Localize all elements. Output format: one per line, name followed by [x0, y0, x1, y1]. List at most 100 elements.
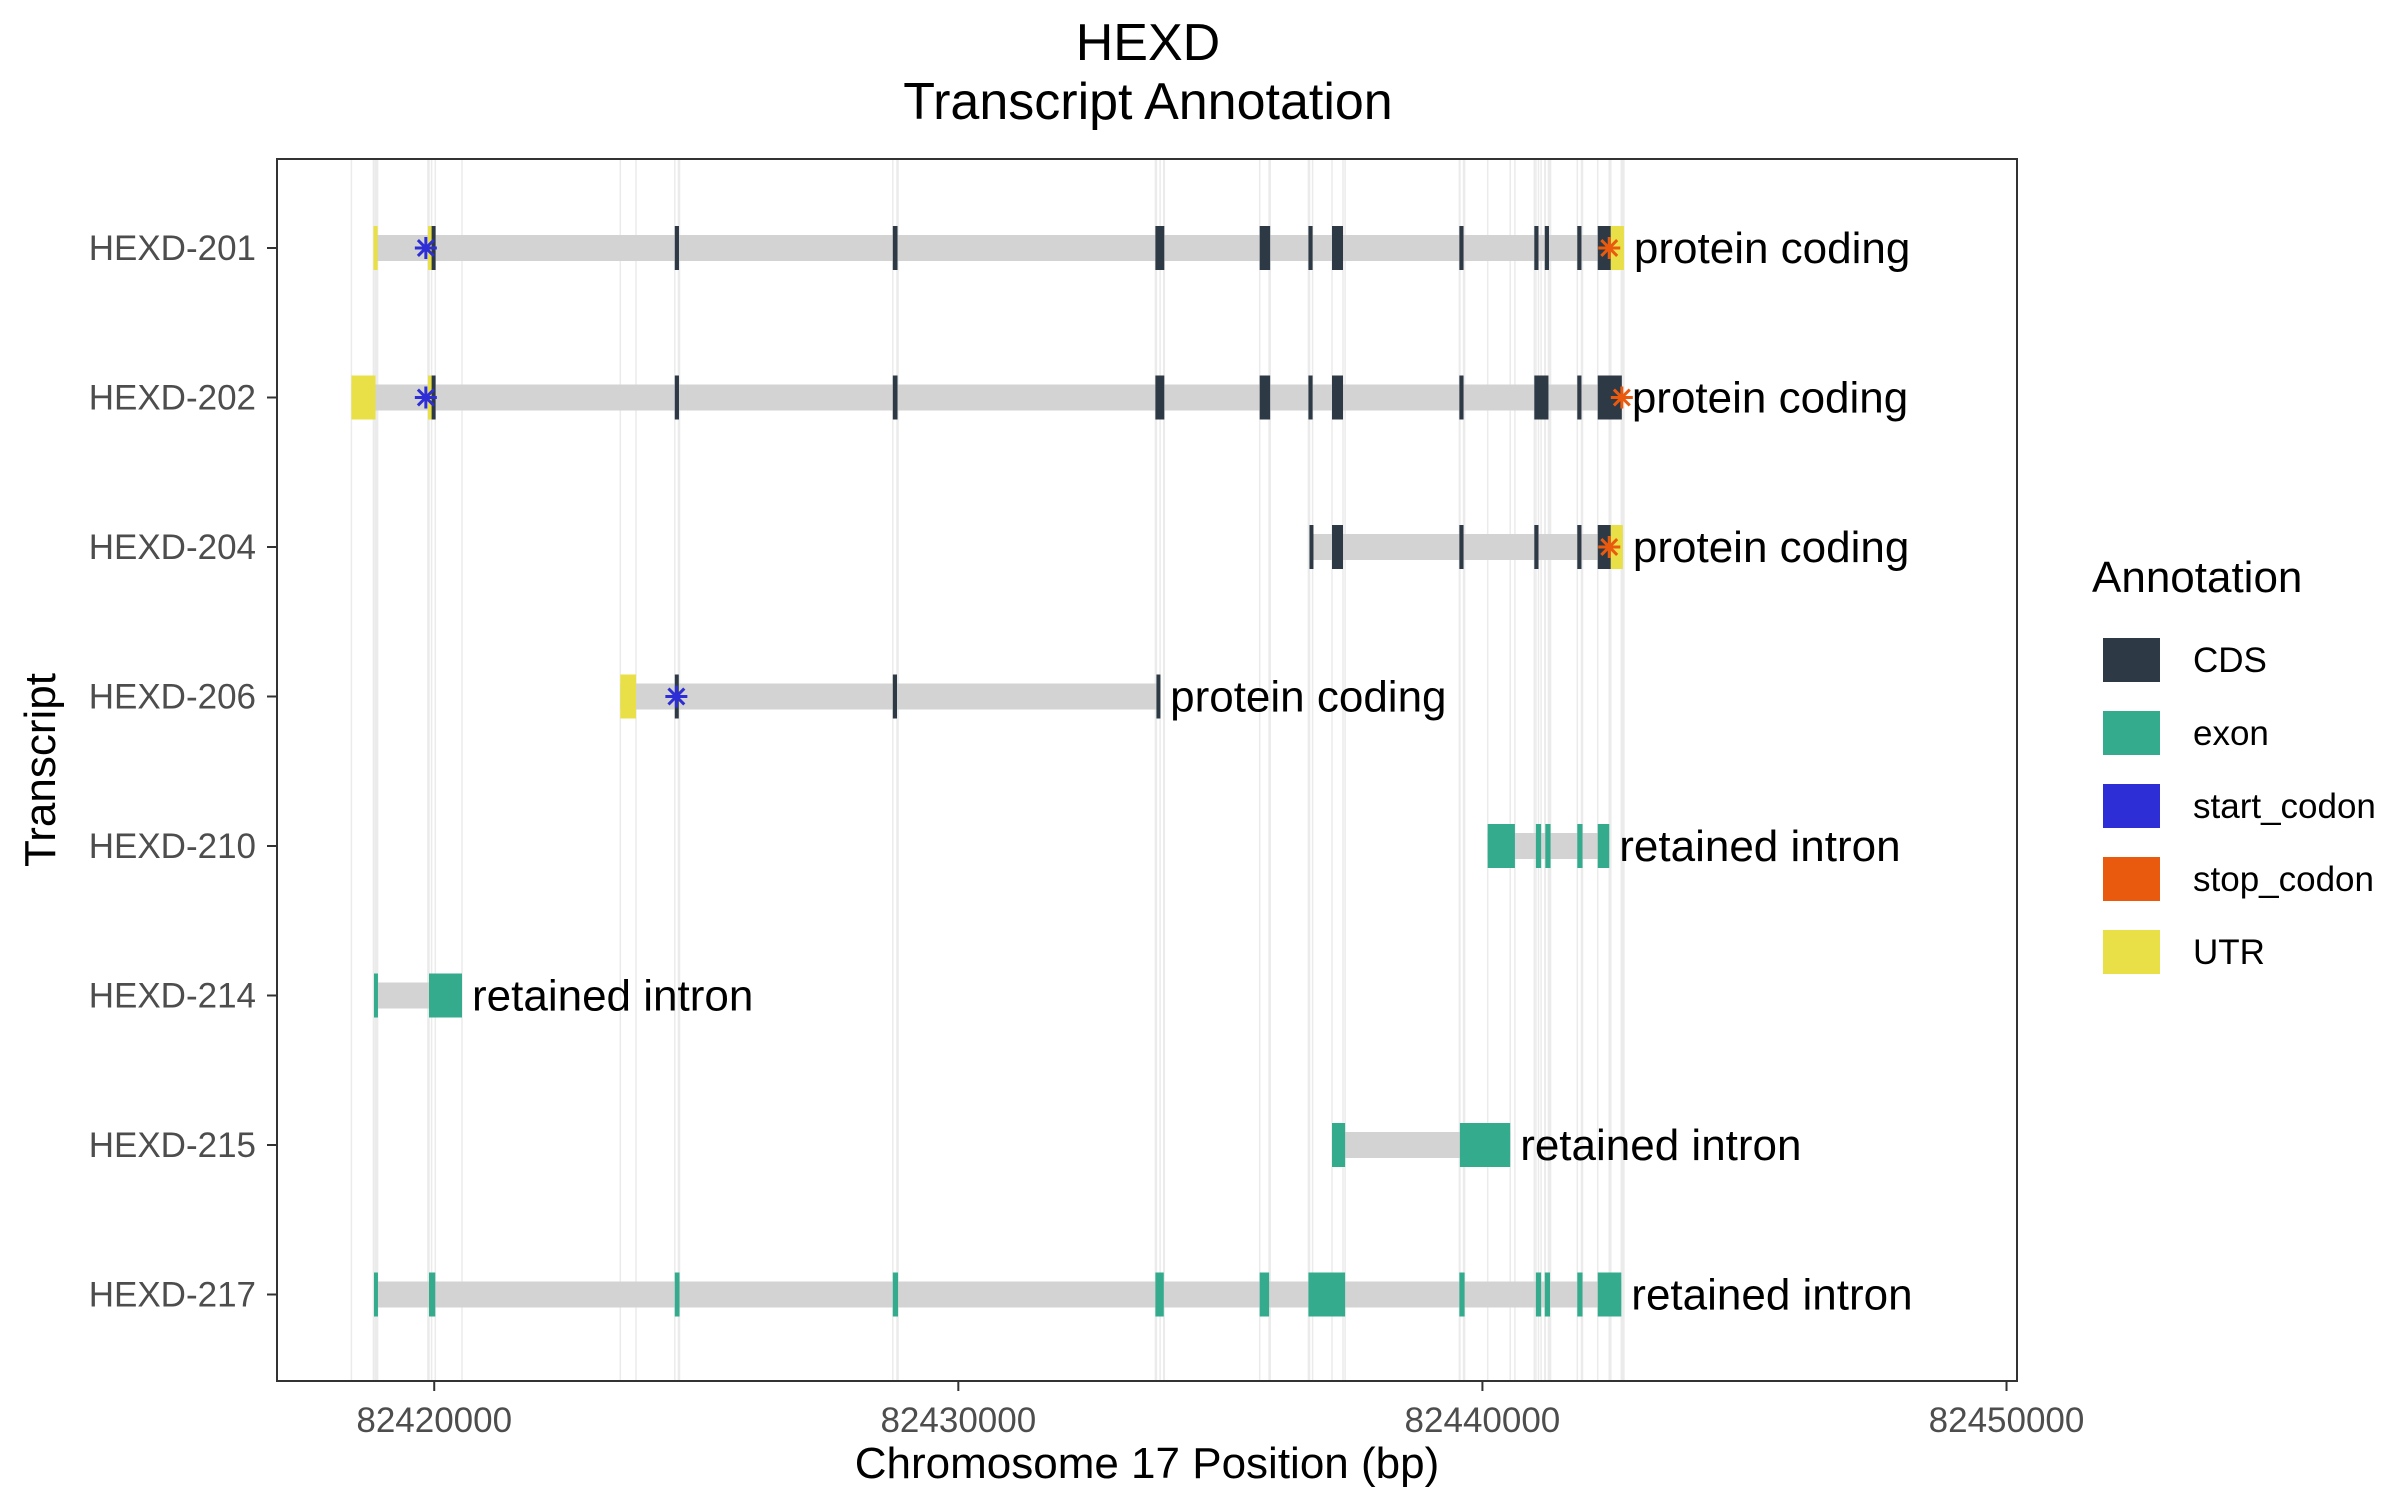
biotype-label: protein coding	[1632, 374, 1908, 423]
utr-block	[351, 375, 376, 420]
y-tick-label: HEXD-215	[89, 1126, 256, 1165]
y-axis-title: Transcript	[16, 673, 65, 867]
intron-bar	[1310, 534, 1623, 560]
intron-bar	[620, 683, 1161, 710]
x-tick-label: 82450000	[1929, 1401, 2085, 1440]
cds-block	[1544, 226, 1549, 270]
cds-block	[1534, 226, 1539, 270]
y-tick-label: HEXD-206	[89, 678, 256, 717]
legend-label: UTR	[2193, 933, 2265, 972]
exon-block	[373, 973, 378, 1018]
y-tick-label: HEXD-204	[89, 528, 256, 567]
exon-block	[892, 1272, 899, 1317]
exon-block	[1459, 1123, 1511, 1167]
cds-block	[1459, 375, 1464, 420]
cds-block	[1577, 525, 1582, 569]
exon-block	[1332, 1123, 1346, 1167]
biotype-labels: retained intron retained intron retained i…	[472, 224, 1913, 1320]
exon-block	[1535, 824, 1542, 868]
biotype-label: protein coding	[1634, 224, 1910, 273]
cds-block	[1534, 525, 1539, 569]
x-axis-title: Chromosome 17 Position (bp)	[855, 1439, 1439, 1488]
start-codon-marker	[665, 685, 688, 708]
exon-block	[1535, 1272, 1542, 1317]
cds-block	[1259, 375, 1271, 420]
exon-block	[1459, 1272, 1465, 1317]
cds-block	[1156, 674, 1161, 719]
y-tick-label: HEXD-201	[89, 229, 256, 268]
feature-blocks	[351, 226, 1624, 1317]
cds-block	[674, 375, 679, 420]
legend-swatch-stop-codon	[2103, 857, 2160, 901]
legend: Annotation CDS exon start_codon stop_codon U…	[2092, 553, 2376, 974]
stop-codon-marker	[1598, 237, 1621, 259]
chart-subtitle: Transcript Annotation	[903, 73, 1392, 131]
utr-block	[620, 674, 637, 719]
start-codon-marker	[414, 386, 437, 409]
stop-codon-marker	[1598, 536, 1621, 558]
biotype-label: protein coding	[1170, 673, 1446, 722]
cds-block	[1155, 375, 1165, 420]
legend-label: exon	[2193, 714, 2269, 753]
y-tick-label: HEXD-217	[89, 1276, 256, 1315]
cds-block	[1259, 226, 1271, 270]
legend-title: Annotation	[2092, 553, 2302, 602]
chart-title: HEXD	[1076, 14, 1220, 72]
biotype-label: retained intron	[1520, 1121, 1801, 1170]
cds-block	[1459, 226, 1464, 270]
cds-block	[1577, 375, 1582, 420]
start-codon-marker	[414, 237, 437, 259]
exon-block	[1597, 1272, 1622, 1317]
cds-block	[1155, 226, 1165, 270]
cds-block	[892, 674, 898, 719]
exon-block	[428, 1272, 436, 1317]
exon-block	[1155, 1272, 1164, 1317]
x-tick-label: 82440000	[1405, 1401, 1561, 1440]
exon-block	[1577, 1272, 1583, 1317]
exon-block	[1577, 824, 1583, 868]
exon-block	[1544, 1272, 1551, 1317]
stop-codon-marker	[1610, 386, 1633, 409]
legend-label: stop_codon	[2193, 860, 2374, 899]
cds-block	[1308, 226, 1313, 270]
legend-label: start_codon	[2193, 787, 2376, 826]
y-axis: HEXD-217 HEXD-215 HEXD-214 HEXD-210 HEXD-206…	[89, 229, 277, 1315]
cds-block	[1332, 226, 1344, 270]
cds-block	[1534, 375, 1549, 420]
x-axis: 82420000 82430000 82440000 82450000	[356, 1381, 2084, 1440]
exon-block	[1597, 824, 1610, 868]
exon-block	[1487, 824, 1515, 868]
cds-block	[892, 375, 898, 420]
exon-block	[1308, 1272, 1346, 1317]
cds-block	[674, 226, 679, 270]
codon-markers	[414, 237, 1633, 708]
x-tick-label: 82420000	[356, 1401, 512, 1440]
legend-swatch-cds	[2103, 638, 2160, 682]
x-tick-label: 82430000	[880, 1401, 1036, 1440]
legend-swatch-utr	[2103, 930, 2160, 974]
biotype-label: retained intron	[472, 972, 753, 1021]
y-tick-label: HEXD-202	[89, 379, 256, 418]
exon-block	[1545, 824, 1551, 868]
y-tick-label: HEXD-214	[89, 977, 256, 1016]
cds-block	[1308, 375, 1313, 420]
exon-block	[674, 1272, 680, 1317]
exon-block	[373, 1272, 378, 1317]
y-tick-label: HEXD-210	[89, 827, 256, 866]
cds-block	[1332, 375, 1344, 420]
biotype-label: retained intron	[1631, 1271, 1912, 1320]
biotype-label: protein coding	[1633, 523, 1909, 572]
biotype-label: retained intron	[1619, 822, 1900, 871]
cds-block	[1309, 525, 1314, 569]
intron-bar	[375, 235, 1624, 261]
intron-bar	[351, 384, 1622, 411]
intron-bars	[351, 235, 1624, 1308]
cds-block	[1459, 525, 1464, 569]
cds-block	[1332, 525, 1344, 569]
cds-block	[892, 226, 898, 270]
exon-block	[428, 973, 463, 1018]
legend-swatch-start-codon	[2103, 784, 2160, 828]
intron-bar	[375, 1281, 1622, 1308]
grid-lines	[350, 160, 1625, 1380]
